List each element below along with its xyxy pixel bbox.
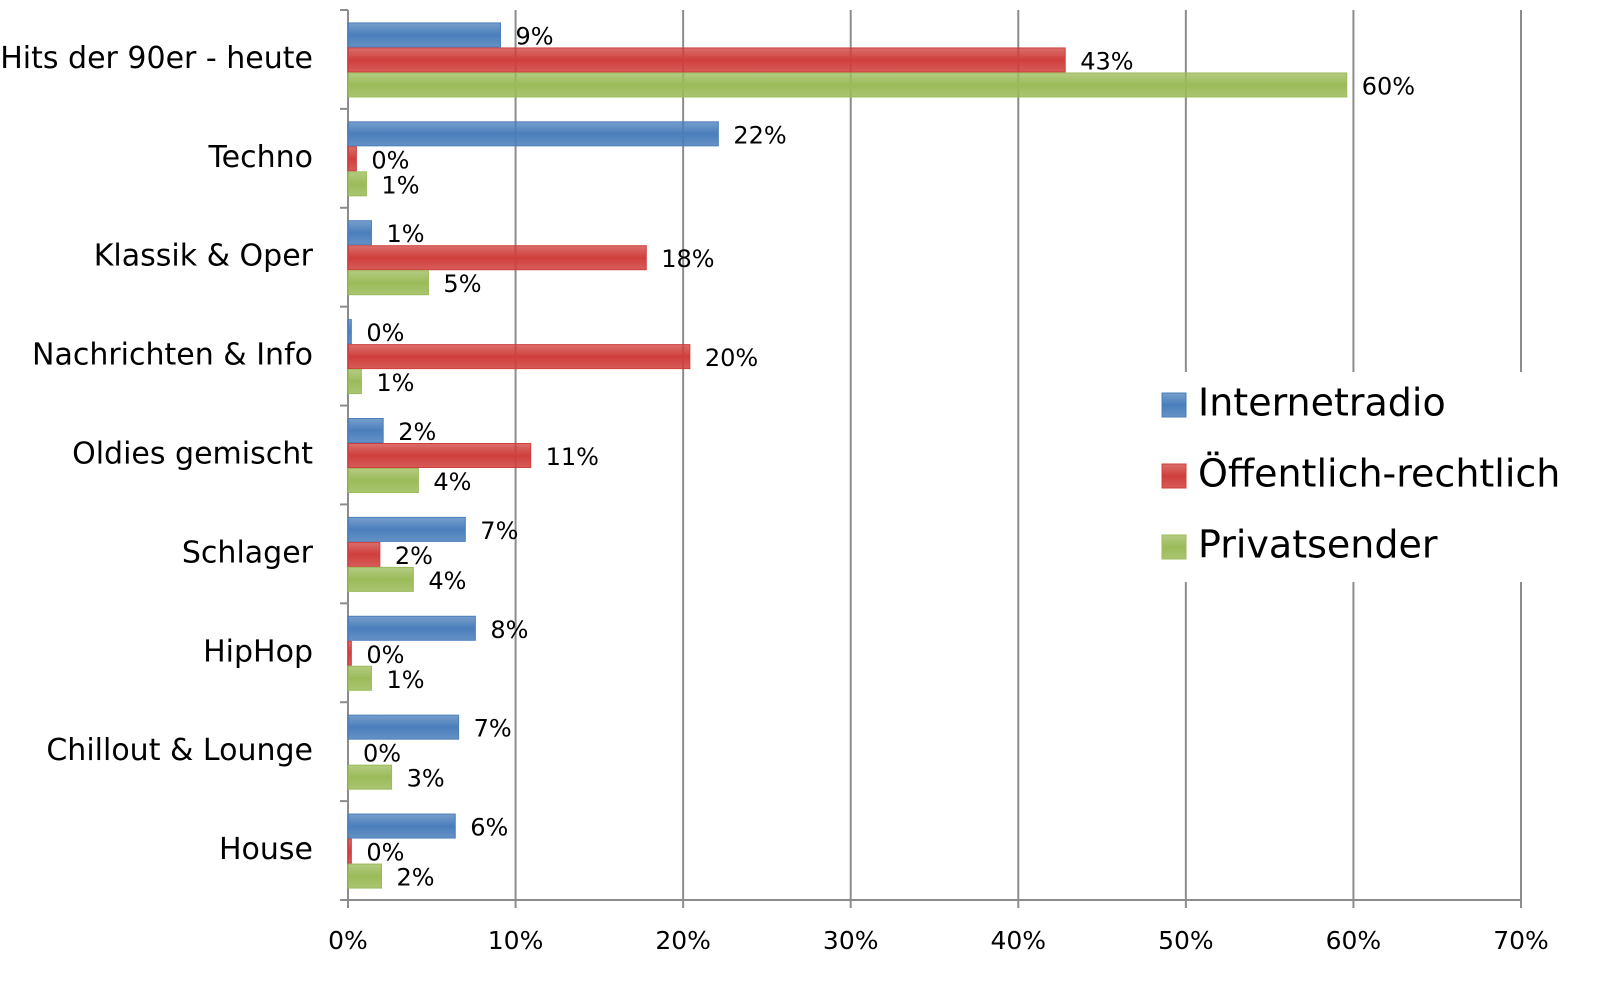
y-tick-label: Schlager [182, 535, 314, 570]
value-label: 1% [386, 666, 424, 694]
y-tick-label: Techno [207, 140, 313, 175]
value-label: 7% [480, 517, 518, 545]
legend-label: Privatsender [1198, 523, 1438, 567]
y-tick-label: Oldies gemischt [72, 437, 313, 472]
value-label: 2% [397, 864, 435, 892]
bar [347, 171, 367, 197]
y-tick-label: Nachrichten & Info [32, 338, 313, 373]
bar [347, 838, 352, 864]
value-label: 9% [515, 22, 553, 50]
value-label: 43% [1080, 47, 1133, 75]
value-label: 0% [366, 839, 404, 867]
value-label: 0% [366, 319, 404, 347]
value-label: 18% [661, 245, 714, 273]
value-label: 1% [386, 220, 424, 248]
bar [347, 22, 501, 48]
x-tick-label: 0% [328, 926, 368, 955]
value-label: 6% [470, 814, 508, 842]
bar [347, 615, 476, 641]
value-label: 60% [1362, 72, 1415, 100]
bar [347, 443, 532, 468]
x-tick-label: 10% [488, 926, 544, 955]
bar [347, 121, 719, 147]
bar [347, 72, 1348, 98]
y-tick-label: Klassik & Oper [94, 239, 314, 274]
value-label: 8% [490, 616, 528, 644]
legend-swatch [1161, 534, 1187, 560]
y-tick-label: Hits der 90er - heute [0, 41, 313, 76]
value-label: 11% [546, 443, 599, 471]
bar [347, 418, 384, 443]
x-tick-label: 30% [823, 926, 879, 955]
legend-label: Öffentlich-rechtlich [1198, 452, 1560, 496]
y-tick-label: HipHop [203, 634, 313, 669]
value-label: 0% [366, 641, 404, 669]
x-tick-label: 50% [1158, 926, 1214, 955]
bar [347, 566, 414, 592]
value-label: 5% [443, 270, 481, 298]
bar [347, 468, 419, 493]
y-tick-label: House [219, 832, 313, 867]
legend-swatch [1161, 392, 1187, 418]
value-label: 1% [376, 369, 414, 397]
value-label: 2% [395, 542, 433, 570]
value-label: 2% [398, 418, 436, 446]
bar [347, 813, 456, 839]
bar [347, 541, 381, 567]
value-label: 1% [381, 171, 419, 199]
bar [347, 640, 352, 666]
bar [347, 245, 647, 271]
value-label: 4% [433, 468, 471, 496]
bar [347, 665, 372, 691]
bar [347, 369, 362, 395]
bar [347, 344, 691, 370]
bar [347, 863, 383, 889]
bar [347, 146, 357, 172]
y-tick-label: Chillout & Lounge [46, 733, 313, 768]
value-label: 22% [733, 121, 786, 149]
x-tick-label: 40% [990, 926, 1046, 955]
bar [347, 764, 393, 790]
value-label: 20% [705, 344, 758, 372]
bar [347, 220, 372, 246]
bar [347, 47, 1066, 73]
value-label: 0% [363, 740, 401, 768]
bar [347, 516, 466, 542]
value-label: 0% [371, 146, 409, 174]
bar [347, 714, 460, 740]
value-label: 7% [474, 715, 512, 743]
value-label: 4% [428, 567, 466, 595]
bar [347, 319, 352, 345]
legend-label: Internetradio [1198, 381, 1446, 425]
legend-swatch [1161, 463, 1187, 489]
x-tick-label: 20% [655, 926, 711, 955]
x-tick-label: 70% [1493, 926, 1549, 955]
x-tick-label: 60% [1326, 926, 1382, 955]
bar [347, 270, 429, 296]
value-label: 3% [407, 765, 445, 793]
legend-box [1150, 372, 1570, 582]
